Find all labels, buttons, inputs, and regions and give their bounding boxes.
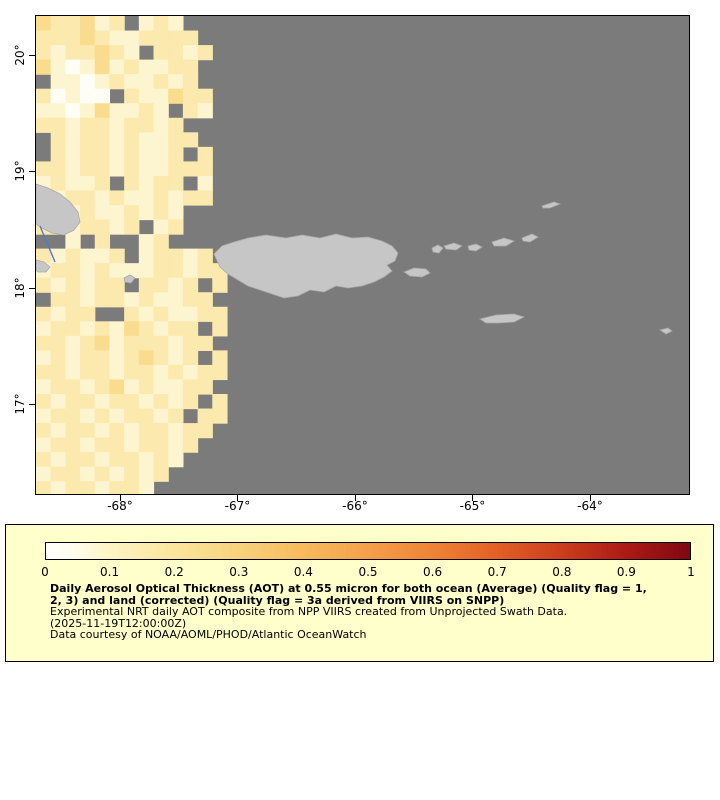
legend-title-line2: 2, 3) and land (corrected) (Quality flag… — [50, 593, 505, 607]
y-axis-label: 17° — [13, 393, 27, 415]
y-axis-label: 20° — [13, 44, 27, 66]
colorbar-tick-label: 0.2 — [164, 565, 184, 579]
x-axis-tick — [119, 495, 121, 501]
colorbar-tick-label: 1 — [687, 565, 695, 579]
island-culebra — [431, 244, 444, 254]
island-st-croix — [479, 313, 526, 324]
colorbar-tick-label: 0.8 — [552, 565, 572, 579]
x-axis-tick — [354, 495, 356, 501]
island-st-thomas — [443, 242, 463, 251]
x-axis-tick — [589, 495, 591, 501]
legend-title-line1: Daily Aerosol Optical Thickness (AOT) at… — [50, 582, 647, 595]
island-islet-east — [659, 327, 673, 335]
island-virgin-gorda — [521, 233, 539, 243]
legend-caption: Daily Aerosol Optical Thickness (AOT) at… — [50, 583, 647, 641]
legend-credit: Data courtesy of NOAA/AOML/PHOD/Atlantic… — [50, 628, 367, 642]
island-islet-west — [36, 259, 51, 273]
island-st-john — [467, 243, 483, 252]
x-axis-label: -67° — [224, 499, 251, 513]
legend-description: Experimental NRT daily AOT composite fro… — [50, 605, 568, 619]
x-axis-label: -65° — [459, 499, 486, 513]
colorbar-tick-label: 0 — [41, 565, 49, 579]
y-axis-tick — [29, 287, 35, 289]
map-area — [35, 15, 690, 495]
y-axis-tick — [29, 171, 35, 173]
colorbar-tick-label: 0.9 — [616, 565, 636, 579]
colorbar-tick-label: 0.6 — [423, 565, 443, 579]
island-mona — [123, 274, 136, 284]
colorbar-tick-label: 0.7 — [487, 565, 507, 579]
x-axis-tick — [472, 495, 474, 501]
x-axis-label: -68° — [107, 499, 133, 513]
island-tortola — [491, 237, 515, 247]
y-axis-label: 18° — [13, 276, 27, 299]
colorbar — [45, 542, 691, 560]
colorbar-tick-label: 0.4 — [293, 565, 313, 579]
aot-grid-cells — [36, 16, 228, 494]
river-line — [39, 225, 56, 263]
colorbar-tick-label: 0.3 — [229, 565, 249, 579]
land-polygons — [36, 183, 673, 335]
y-axis-tick — [29, 403, 35, 405]
y-axis-tick — [29, 55, 35, 56]
legend-panel: 0 0.1 0.2 0.3 0.4 0.5 0.6 0.7 0.8 0.9 1 Daily Aero… — [5, 524, 714, 662]
island-anegada — [541, 201, 562, 209]
colorbar-tick-label: 0.1 — [100, 565, 120, 579]
y-axis-label: 19° — [13, 160, 27, 182]
colorbar-tick-label: 0.5 — [358, 565, 378, 579]
island-vieques — [403, 267, 431, 278]
x-axis-tick — [237, 495, 239, 501]
legend-timestamp: (2025-11-19T12:00:00Z) — [50, 616, 187, 630]
x-axis-label: -66° — [342, 499, 368, 513]
map-canvas — [36, 16, 673, 494]
x-axis-label: -64° — [577, 499, 603, 513]
island-puerto-rico — [213, 233, 399, 299]
